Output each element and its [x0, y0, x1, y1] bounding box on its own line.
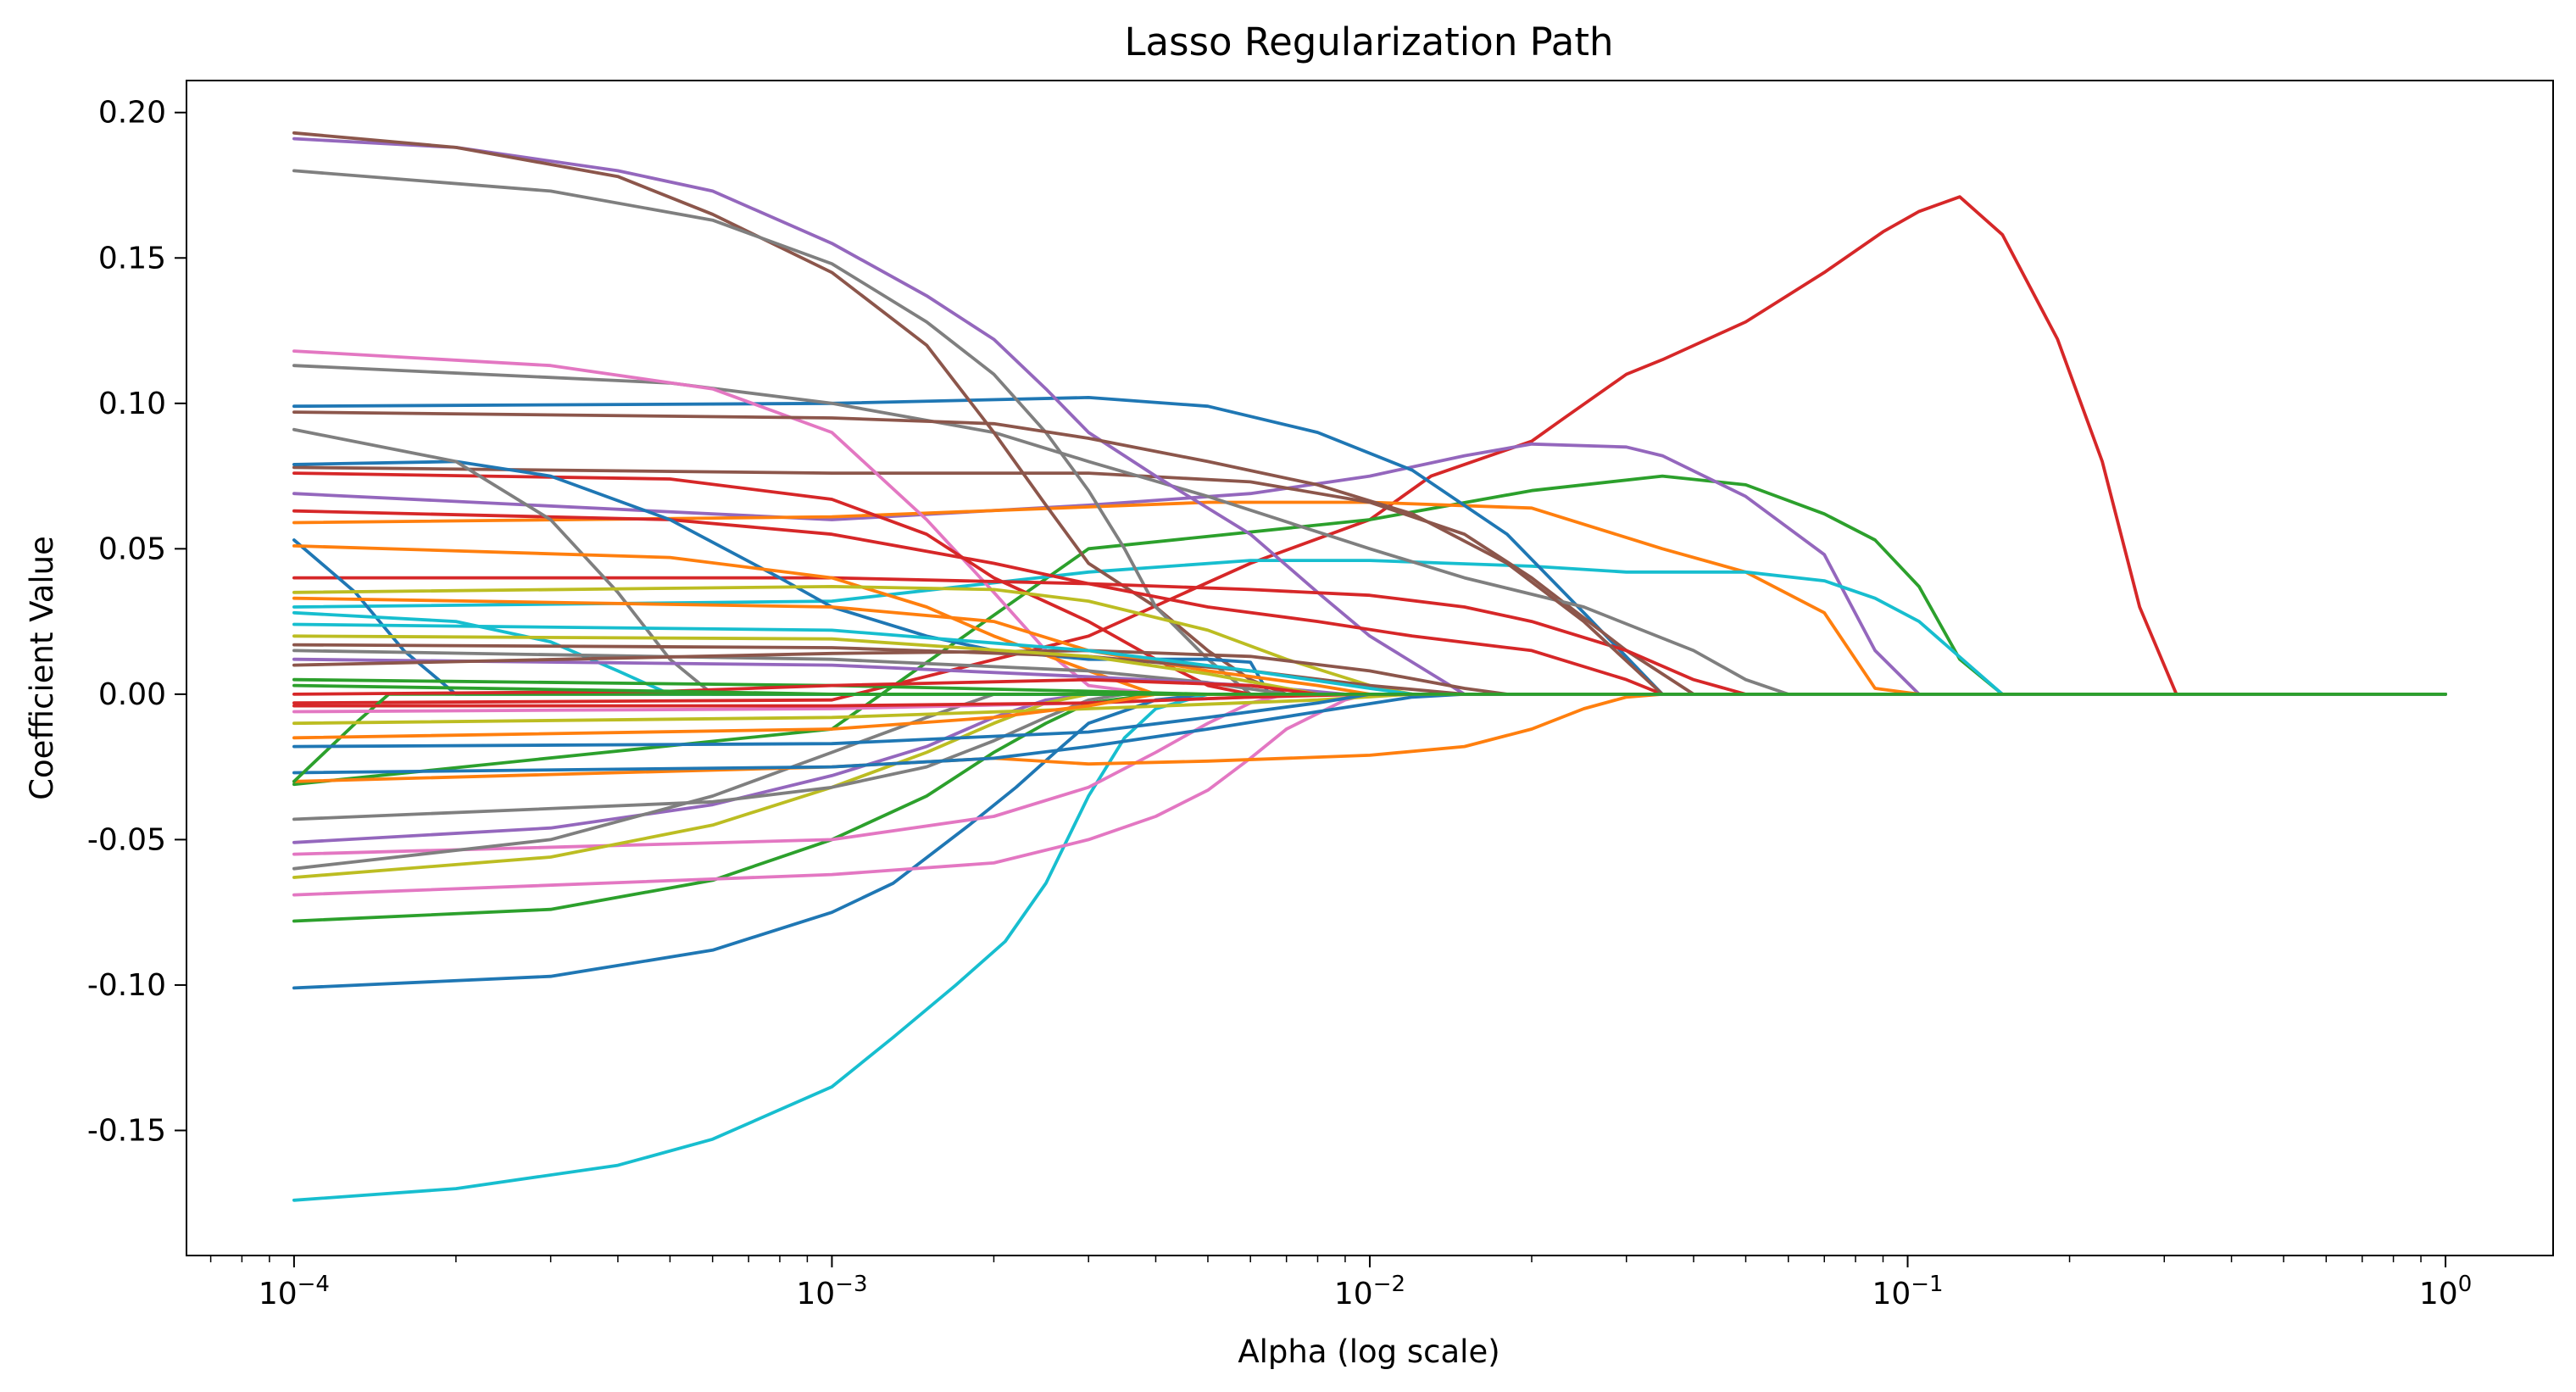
series-line-5 — [292, 559, 2448, 696]
y-tick-label: 0.15 — [98, 241, 166, 276]
x-tick-label: 10−1 — [1872, 1272, 1943, 1311]
series-line-3 — [292, 442, 2448, 696]
y-tick-label: 0.05 — [98, 532, 166, 566]
y-tick-label: 0.10 — [98, 387, 166, 421]
series-line-49 — [292, 683, 2448, 696]
series-line-27 — [292, 459, 2448, 696]
x-tick-label: 100 — [2419, 1272, 2472, 1311]
series-line-32 — [292, 544, 2448, 696]
series-line-2 — [292, 474, 2448, 787]
plot-lines — [292, 131, 2448, 1202]
x-tick-label: 10−4 — [259, 1272, 330, 1311]
series-line-25 — [292, 509, 2448, 696]
series-line-7 — [292, 465, 2448, 696]
series-line-26 — [292, 471, 2448, 696]
y-tick-label: -0.05 — [87, 822, 166, 857]
y-tick-label: -0.10 — [87, 968, 166, 1003]
y-axis: 0.20 0.15 0.10 0.05 0.00 -0.05 -0.10 -0.15 — [87, 96, 186, 1148]
x-tick-label: 10−3 — [796, 1272, 867, 1311]
chart-title: Lasso Regularization Path — [1124, 19, 1613, 64]
series-line-15 — [292, 693, 2448, 1202]
series-line-4 — [292, 500, 2448, 696]
series-line-21 — [292, 693, 2448, 821]
y-tick-label: -0.15 — [87, 1113, 166, 1148]
y-tick-label: 0.00 — [98, 677, 166, 712]
y-tick-label: 0.20 — [98, 96, 166, 131]
series-line-10 — [292, 136, 2448, 696]
y-axis-label: Coefficient Value — [24, 536, 60, 800]
series-line-34 — [292, 410, 2448, 696]
series-line-1 — [292, 195, 2448, 705]
series-line-19 — [292, 693, 2448, 879]
x-tick-label: 10−2 — [1334, 1272, 1405, 1311]
x-axis-label: Alpha (log scale) — [1238, 1334, 1499, 1370]
x-axis: 10−4 10−3 10−2 10−1 100 — [209, 1256, 2472, 1311]
series-line-8 — [292, 364, 2448, 696]
series-line-6 — [292, 395, 2448, 696]
